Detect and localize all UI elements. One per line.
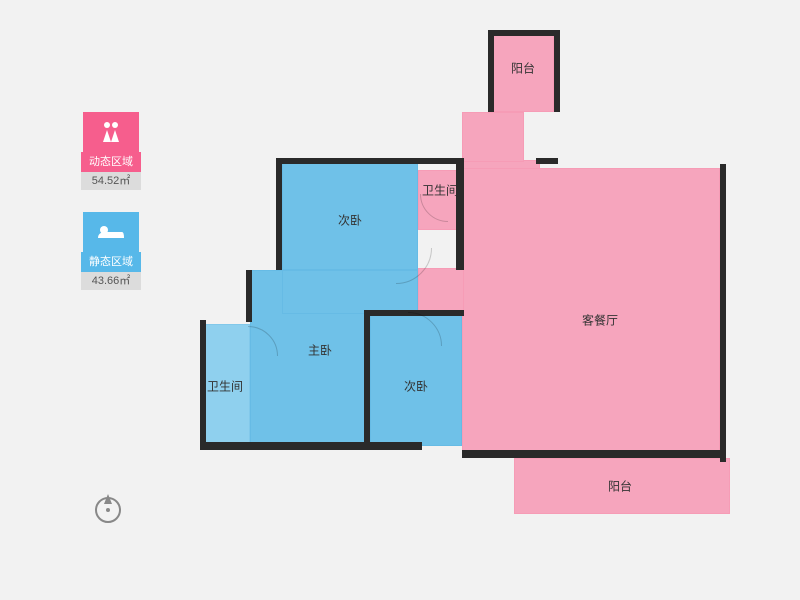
room-living_corr (418, 268, 464, 316)
wall-8 (456, 158, 464, 270)
compass-icon (90, 490, 126, 526)
room-wc_master (200, 324, 250, 446)
legend-dynamic: 动态区域 54.52㎡ (78, 112, 144, 190)
room-balcony_top (492, 30, 554, 112)
room-hall_static (282, 270, 418, 314)
wall-1 (536, 158, 558, 164)
wall-5 (200, 320, 206, 446)
wall-4 (200, 442, 422, 450)
room-bed_top (282, 162, 418, 270)
legend-static: 静态区域 43.66㎡ (78, 212, 144, 290)
wall-9 (364, 310, 464, 316)
wall-0 (278, 158, 460, 164)
wall-2 (720, 164, 726, 462)
room-kitchen_corr (462, 112, 524, 162)
wall-12 (488, 30, 494, 112)
wall-10 (364, 310, 370, 446)
legend-dynamic-value: 54.52㎡ (81, 172, 141, 190)
room-bed_small (370, 314, 462, 446)
room-balcony_bot (514, 458, 730, 514)
people-icon (83, 112, 139, 152)
legend: 动态区域 54.52㎡ 静态区域 43.66㎡ (78, 112, 144, 312)
legend-dynamic-title: 动态区域 (81, 152, 141, 172)
wall-7 (276, 158, 282, 270)
room-living (462, 168, 720, 458)
wall-11 (554, 30, 560, 112)
wall-13 (488, 30, 558, 36)
legend-static-value: 43.66㎡ (81, 272, 141, 290)
sleep-icon (83, 212, 139, 252)
floor-plan: 阳台厨房卫生间客餐厅阳台次卧主卧卫生间次卧 (200, 30, 760, 550)
wall-3 (462, 450, 724, 458)
wall-6 (246, 270, 252, 322)
legend-static-title: 静态区域 (81, 252, 141, 272)
